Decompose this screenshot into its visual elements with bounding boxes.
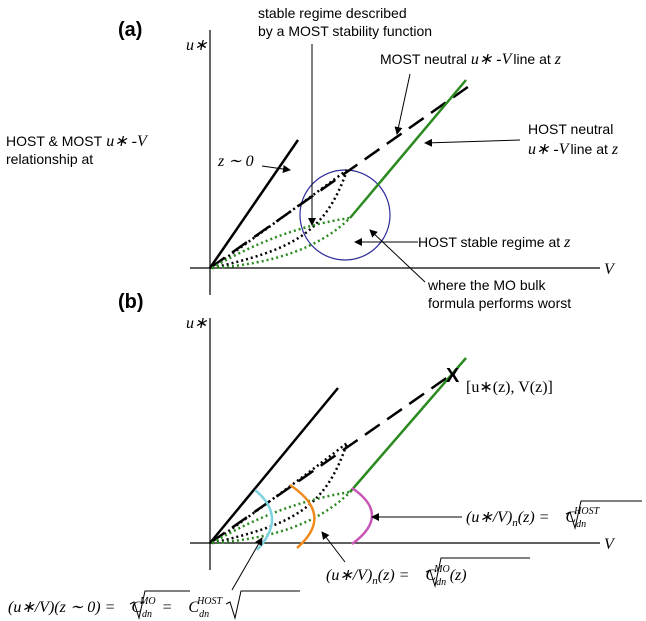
green-line <box>349 79 467 219</box>
y-axis-label: u∗ <box>186 37 208 54</box>
arrow <box>261 165 291 173</box>
formula: (u∗/V)n(z) = CdnMO(z) <box>326 564 467 588</box>
arrow <box>231 537 263 591</box>
annotation: HOST & MOST u∗ -V <box>6 133 149 150</box>
arrow <box>424 138 521 147</box>
green-dotted-curves <box>211 216 351 270</box>
point-marker: X <box>446 365 460 387</box>
dotted-curves <box>211 168 349 270</box>
arc <box>351 486 374 546</box>
annotation: z ∼ 0 <box>217 153 254 170</box>
panel-label: (b) <box>118 291 144 313</box>
annotation: HOST neutral <box>528 121 613 137</box>
arc <box>289 483 316 549</box>
formula: (u∗/V)n(z) = CdnHOST <box>466 506 601 530</box>
x-axis-label: V <box>604 536 616 553</box>
annotation: formula performs worst <box>428 295 571 311</box>
annotation: by a MOST stability function <box>258 23 432 39</box>
axes <box>190 30 600 295</box>
arrow <box>369 229 426 283</box>
radical <box>129 590 300 620</box>
circle <box>299 169 391 261</box>
annotation: MOST neutral u∗ -V line at z <box>380 51 562 68</box>
radical <box>425 557 530 588</box>
dashed-line <box>209 370 456 545</box>
arrow <box>321 531 346 563</box>
point-label: [u∗(z), V(z)] <box>466 379 553 396</box>
green-dotted-curves <box>211 490 351 545</box>
annotation: where the MO bulk <box>427 277 546 293</box>
panel-label: (a) <box>118 19 142 41</box>
x-axis-label: V <box>604 261 616 278</box>
annotation: stable regime described <box>258 5 407 21</box>
solid-line <box>209 387 339 544</box>
arrow <box>394 73 411 135</box>
radical <box>565 500 642 530</box>
annotation: u∗ -V line at z <box>528 141 619 158</box>
solid-line <box>208 139 300 269</box>
annotation: HOST stable regime at z <box>418 234 571 251</box>
y-axis-label: u∗ <box>186 315 208 332</box>
green-line <box>349 357 467 493</box>
formula: (u∗/V)(z ∼ 0) = CdnMO = CdnHOST <box>8 596 224 620</box>
dotted-curves <box>211 442 349 545</box>
annotation: relationship at <box>6 151 93 167</box>
